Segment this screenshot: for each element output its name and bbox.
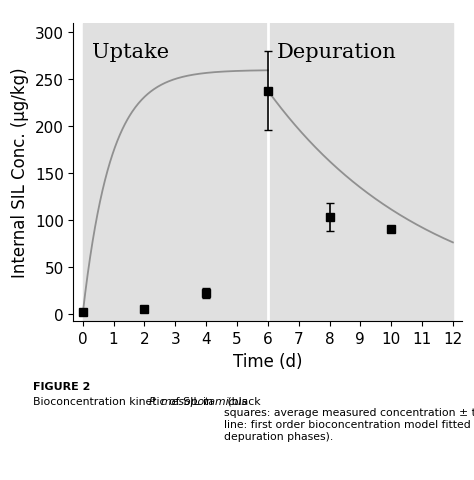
Text: Depuration: Depuration bbox=[277, 43, 397, 61]
Bar bbox=[83, 24, 268, 322]
Y-axis label: Internal SIL Conc. (μg/kg): Internal SIL Conc. (μg/kg) bbox=[11, 68, 29, 278]
Text: Uptake: Uptake bbox=[92, 43, 169, 61]
Text: P. mesopotamicus: P. mesopotamicus bbox=[149, 396, 247, 406]
Text: FIGURE 2: FIGURE 2 bbox=[33, 382, 91, 392]
X-axis label: Time (d): Time (d) bbox=[233, 352, 302, 370]
Text: (black
squares: average measured concentration ± the standard error; solid
line:: (black squares: average measured concent… bbox=[224, 396, 474, 441]
Text: Bioconcentration kinetic of SIL in: Bioconcentration kinetic of SIL in bbox=[33, 396, 217, 406]
Bar bbox=[268, 24, 453, 322]
